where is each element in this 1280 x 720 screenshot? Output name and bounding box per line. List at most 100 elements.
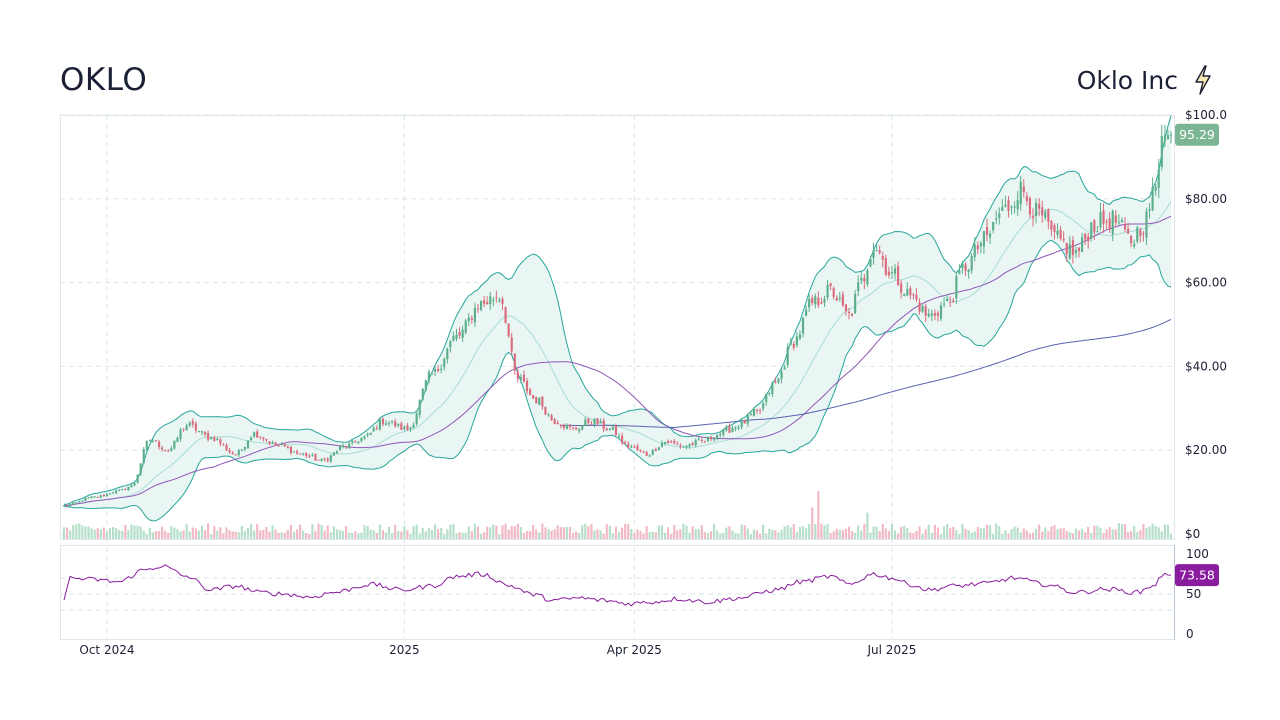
candle-body xyxy=(811,298,814,304)
candle-body xyxy=(479,300,483,310)
candle-body xyxy=(525,380,529,392)
volume-bar xyxy=(507,529,510,539)
volume-bar xyxy=(903,525,906,539)
volume-bar xyxy=(317,523,320,539)
candlesticks[interactable] xyxy=(62,124,1173,507)
volume-bar xyxy=(1105,529,1108,539)
time-tick-label: Jul 2025 xyxy=(867,643,917,657)
last-price-label: 95.29 xyxy=(1179,127,1215,142)
volume-bar xyxy=(130,524,133,539)
volume-bar xyxy=(857,525,860,539)
candle-body xyxy=(240,449,243,451)
candle-body xyxy=(286,446,289,448)
volume-bar xyxy=(946,524,949,539)
volume-bar xyxy=(617,532,621,539)
volume-bar xyxy=(1077,530,1081,539)
volume-bar xyxy=(676,530,679,539)
candle-body xyxy=(1154,186,1157,191)
volume-bar xyxy=(1010,528,1013,539)
candle-body xyxy=(440,368,443,370)
candle-body xyxy=(918,302,921,312)
volume-bar xyxy=(182,530,185,539)
candle-body xyxy=(584,419,587,426)
volume-bar xyxy=(519,527,522,539)
volume-bar xyxy=(378,524,381,539)
volume-bar xyxy=(1096,525,1099,539)
candle-body xyxy=(958,270,961,275)
candle-body xyxy=(161,447,164,450)
candle-body xyxy=(292,451,296,453)
volume-bar xyxy=(918,526,921,539)
volume-bar xyxy=(381,530,384,539)
candle-body xyxy=(403,426,406,430)
candle-body xyxy=(970,256,973,271)
candle-body xyxy=(1080,237,1084,252)
volume-bar xyxy=(476,526,480,539)
candle-body xyxy=(949,301,952,303)
candle-body xyxy=(311,455,314,457)
candle-body xyxy=(427,371,430,381)
volume-bar xyxy=(992,533,995,539)
sma-200-line xyxy=(560,318,1172,429)
volume-bar xyxy=(1056,529,1059,539)
candle-body xyxy=(458,332,461,336)
candle-body xyxy=(173,440,176,449)
volume-bar xyxy=(746,528,749,539)
volume-bar xyxy=(703,532,706,539)
time-tick-label: Oct 2024 xyxy=(79,643,134,657)
volume-bar xyxy=(633,532,636,539)
volume-bar xyxy=(501,525,504,539)
candle-body xyxy=(765,394,768,402)
candle-body xyxy=(164,450,167,452)
rsi-panel[interactable] xyxy=(60,545,1175,640)
price-panel[interactable] xyxy=(60,115,1175,540)
candle-body xyxy=(1041,207,1044,216)
volume-bar xyxy=(979,528,982,539)
candle-body xyxy=(194,423,197,431)
candle-body xyxy=(1025,196,1028,202)
volume-bar xyxy=(387,526,391,539)
volume-bar xyxy=(400,531,403,539)
candle-body xyxy=(1126,228,1130,234)
volume-bar xyxy=(648,532,651,539)
volume-bar xyxy=(887,531,890,539)
volume-bar xyxy=(234,531,237,539)
candle-body xyxy=(323,458,326,460)
bollinger-bands xyxy=(63,115,1172,522)
candle-body xyxy=(231,452,234,455)
candle-body xyxy=(62,505,66,507)
candle-body xyxy=(936,312,940,316)
candle-body xyxy=(351,440,354,443)
candle-body xyxy=(1050,220,1053,230)
volume-bar xyxy=(133,525,136,539)
candle-body xyxy=(522,374,526,382)
candle-body xyxy=(709,436,713,440)
volume-bar xyxy=(863,523,866,539)
candle-body xyxy=(762,403,765,409)
candle-body xyxy=(1044,211,1047,218)
candle-body xyxy=(571,427,575,429)
volume-bar xyxy=(924,529,927,539)
candle-body xyxy=(464,320,467,333)
candle-body xyxy=(1035,202,1038,216)
volume-bar xyxy=(970,533,973,539)
candle-body xyxy=(703,441,706,443)
volume-bar xyxy=(320,524,323,539)
candle-body xyxy=(829,283,832,286)
volume-bar xyxy=(927,524,930,539)
candle-body xyxy=(507,323,510,337)
volume-bar xyxy=(571,533,575,539)
candle-body xyxy=(1022,186,1025,193)
candle-body xyxy=(630,446,633,448)
candle-body xyxy=(127,486,130,491)
candle-body xyxy=(489,296,492,305)
volume-bar xyxy=(989,524,992,539)
volume-bar xyxy=(820,523,823,539)
candle-body xyxy=(890,271,894,273)
volume-bar xyxy=(335,529,338,539)
candle-body xyxy=(470,318,473,320)
volume-bar xyxy=(479,533,483,539)
volume-bar xyxy=(1047,531,1050,539)
candle-body xyxy=(1136,227,1139,242)
